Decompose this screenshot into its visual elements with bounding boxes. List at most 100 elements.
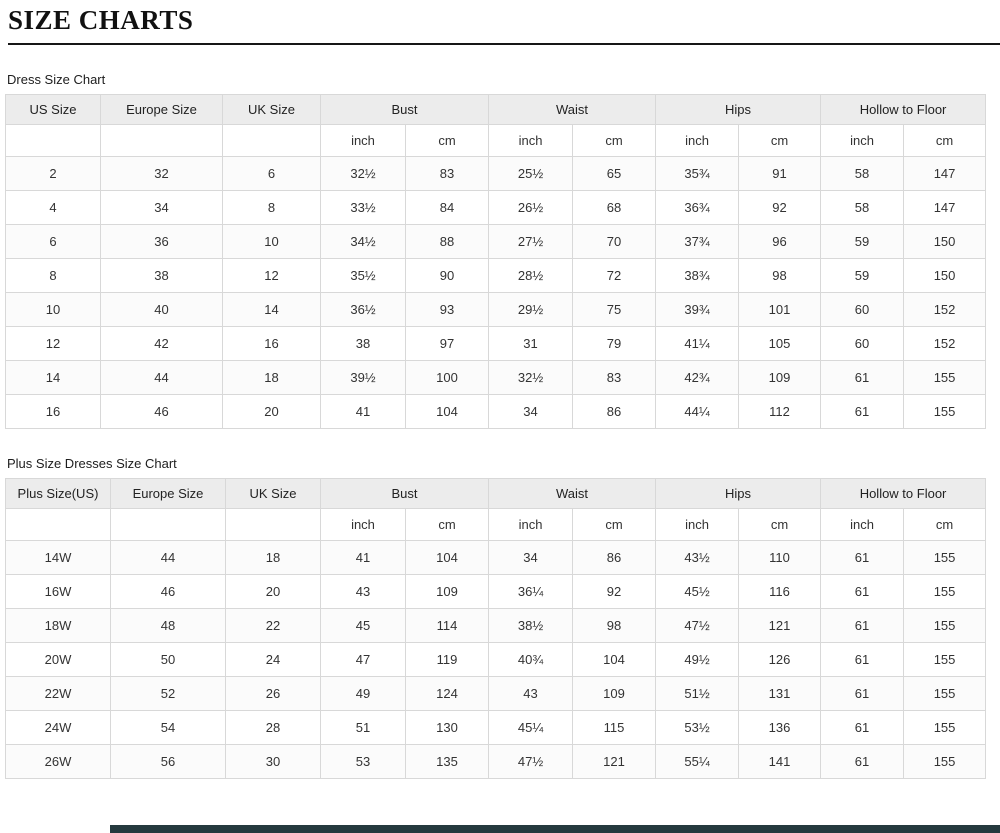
data-cell: 93 xyxy=(404,291,490,327)
table-row: 14 44 18 39½ 100 32½ 83 42¾ 109 61 155 xyxy=(5,359,987,395)
table-row: 16W 46 20 43 109 36¼ 92 45½ 116 61 155 xyxy=(5,573,987,609)
data-cell: 43 xyxy=(320,573,406,609)
data-cell: 35¾ xyxy=(655,155,740,191)
column-header: Bust xyxy=(319,93,490,125)
unit-header-cell: inch xyxy=(488,123,574,157)
data-cell: 37¾ xyxy=(655,223,740,259)
data-cell: 45¼ xyxy=(488,709,574,745)
data-cell: 28½ xyxy=(488,257,574,293)
unit-header-cell: cm xyxy=(572,123,657,157)
data-cell: 155 xyxy=(903,539,987,575)
data-cell: 34 xyxy=(488,393,574,429)
data-cell: 34½ xyxy=(320,223,406,259)
data-cell: 61 xyxy=(820,641,905,677)
dress-size-table: US Size Europe Size UK Size Bust Waist Hips Ho… xyxy=(5,93,987,429)
data-cell: 121 xyxy=(572,743,657,779)
table-header-row: Plus Size(US) Europe Size UK Size Bust Waist… xyxy=(5,477,987,509)
data-cell: 8 xyxy=(5,257,101,293)
unit-header-cell: inch xyxy=(820,123,905,157)
data-cell: 32½ xyxy=(320,155,406,191)
page-title: SIZE CHARTS xyxy=(8,5,194,35)
unit-header-cell xyxy=(100,123,223,157)
unit-header-row: inch cm inch cm inch cm inch cm xyxy=(5,123,987,157)
table-header-row: US Size Europe Size UK Size Bust Waist Hips Ho… xyxy=(5,93,987,125)
table-row: 10 40 14 36½ 93 29½ 75 39¾ 101 60 152 xyxy=(5,291,987,327)
data-cell: 36¼ xyxy=(488,573,574,609)
plus-size-table: Plus Size(US) Europe Size UK Size Bust Waist… xyxy=(5,477,987,779)
column-header: Hips xyxy=(655,477,822,509)
table-row: 12 42 16 38 97 31 79 41¼ 105 60 152 xyxy=(5,325,987,361)
data-cell: 34 xyxy=(100,189,223,225)
table-row: 16 46 20 41 104 34 86 44¼ 112 61 155 xyxy=(5,393,987,429)
data-cell: 43 xyxy=(488,675,574,711)
data-cell: 18 xyxy=(225,539,321,575)
data-cell: 90 xyxy=(404,257,490,293)
data-cell: 70 xyxy=(572,223,657,259)
data-cell: 152 xyxy=(903,291,987,327)
unit-header-cell xyxy=(222,123,321,157)
data-cell: 121 xyxy=(738,607,822,643)
column-header: Waist xyxy=(488,93,657,125)
data-cell: 155 xyxy=(903,641,987,677)
data-cell: 12 xyxy=(5,325,101,361)
data-cell: 83 xyxy=(404,155,490,191)
data-cell: 91 xyxy=(738,155,822,191)
unit-header-cell: cm xyxy=(903,507,987,541)
data-cell: 150 xyxy=(903,223,987,259)
data-cell: 38¾ xyxy=(655,257,740,293)
data-cell: 40¾ xyxy=(488,641,574,677)
data-cell: 56 xyxy=(110,743,226,779)
unit-header-cell: cm xyxy=(903,123,987,157)
data-cell: 131 xyxy=(738,675,822,711)
data-cell: 61 xyxy=(820,539,905,575)
data-cell: 100 xyxy=(404,359,490,395)
data-cell: 86 xyxy=(572,539,657,575)
table-row: 18W 48 22 45 114 38½ 98 47½ 121 61 155 xyxy=(5,607,987,643)
data-cell: 44 xyxy=(110,539,226,575)
unit-header-cell xyxy=(225,507,321,541)
data-cell: 34 xyxy=(488,539,574,575)
data-cell: 27½ xyxy=(488,223,574,259)
data-cell: 41 xyxy=(320,539,406,575)
data-cell: 49½ xyxy=(655,641,740,677)
unit-header-row: inch cm inch cm inch cm inch cm xyxy=(5,507,987,541)
data-cell: 51 xyxy=(320,709,406,745)
data-cell: 61 xyxy=(820,573,905,609)
data-cell: 40 xyxy=(100,291,223,327)
column-header: US Size xyxy=(5,93,101,125)
data-cell: 29½ xyxy=(488,291,574,327)
data-cell: 6 xyxy=(5,223,101,259)
data-cell: 8 xyxy=(222,189,321,225)
data-cell: 61 xyxy=(820,709,905,745)
data-cell: 53 xyxy=(320,743,406,779)
data-cell: 47½ xyxy=(655,607,740,643)
data-cell: 25½ xyxy=(488,155,574,191)
title-divider xyxy=(8,42,1000,45)
data-cell: 33½ xyxy=(320,189,406,225)
data-cell: 60 xyxy=(820,325,905,361)
unit-header-cell: inch xyxy=(320,507,406,541)
data-cell: 43½ xyxy=(655,539,740,575)
data-cell: 61 xyxy=(820,359,905,395)
data-cell: 48 xyxy=(110,607,226,643)
data-cell: 45½ xyxy=(655,573,740,609)
data-cell: 119 xyxy=(404,641,490,677)
unit-header-cell: inch xyxy=(320,123,406,157)
data-cell: 54 xyxy=(110,709,226,745)
data-cell: 147 xyxy=(903,189,987,225)
unit-header-cell: inch xyxy=(488,507,574,541)
column-header: Plus Size(US) xyxy=(5,477,111,509)
data-cell: 42¾ xyxy=(655,359,740,395)
data-cell: 96 xyxy=(738,223,822,259)
data-cell: 41 xyxy=(320,393,406,429)
column-header: UK Size xyxy=(222,93,321,125)
data-cell: 10 xyxy=(5,291,101,327)
data-cell: 20 xyxy=(225,573,321,609)
data-cell: 155 xyxy=(903,743,987,779)
data-cell: 58 xyxy=(820,189,905,225)
unit-header-cell xyxy=(5,123,101,157)
data-cell: 38½ xyxy=(488,607,574,643)
data-cell: 24W xyxy=(5,709,111,745)
data-cell: 155 xyxy=(903,675,987,711)
column-header: Europe Size xyxy=(110,477,226,509)
